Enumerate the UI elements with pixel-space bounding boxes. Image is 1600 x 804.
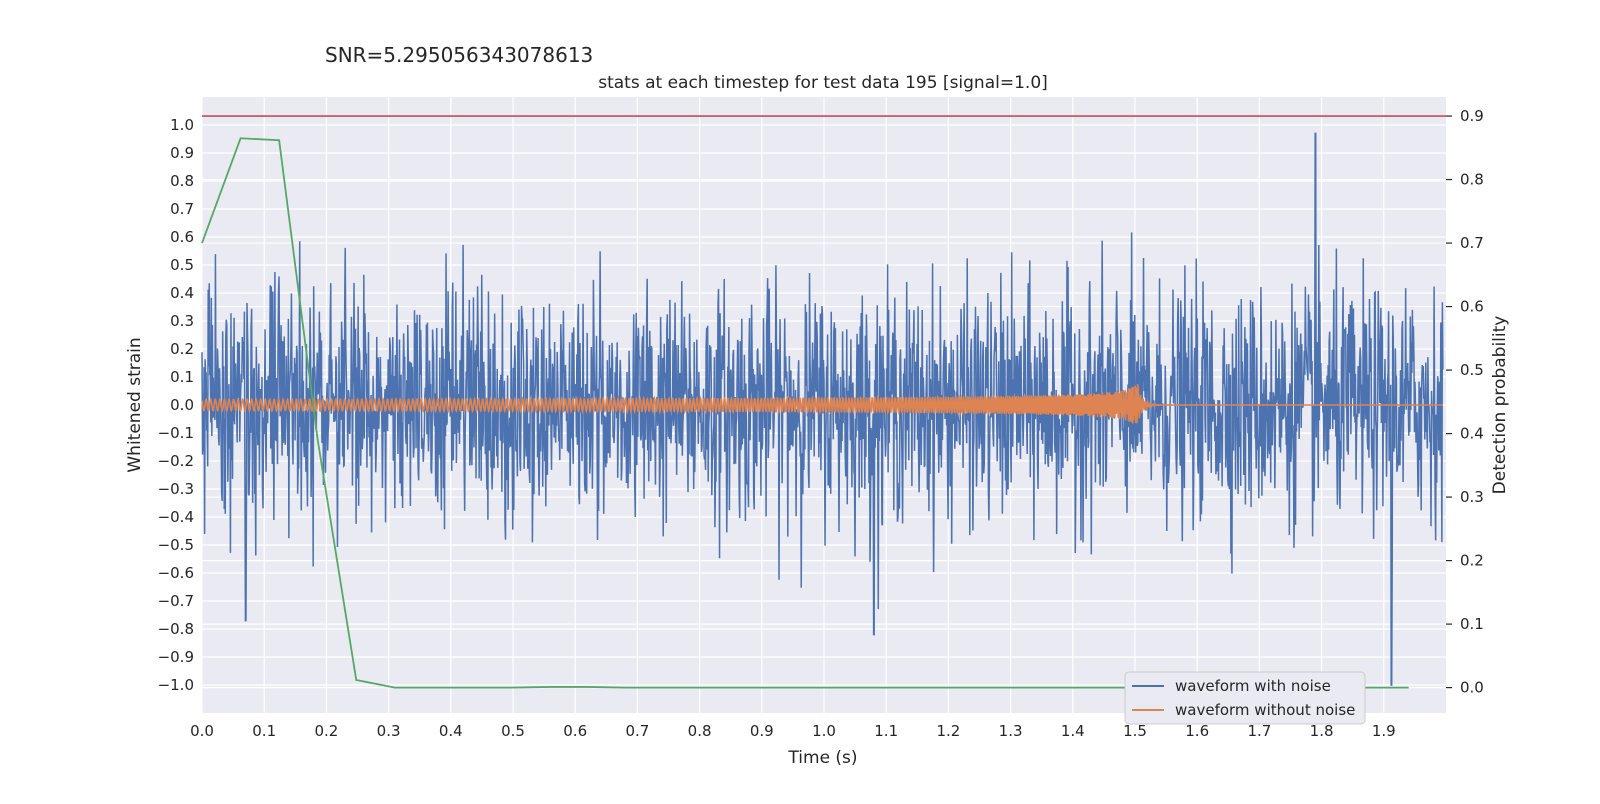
y-tick-label: 0.7 [170,200,194,218]
y-axis-ticks: 1.0 0.9 0.8 0.7 0.6 0.5 0.4 0.3 0.2 0.1 0.0 −0.1 −0.… [158,116,194,694]
y-tick-label: 0.4 [170,284,194,302]
x-axis-label: Time (s) [787,748,857,768]
y2-tick-label: 0.3 [1460,488,1484,506]
x-tick-label: 0.6 [563,722,587,740]
x-tick-label: 0.4 [439,722,463,740]
y2-tick-label: 0.7 [1460,234,1484,252]
x-tick-label: 0.3 [377,722,401,740]
x-tick-label: 1.7 [1247,722,1271,740]
y-tick-label: −0.9 [158,648,194,666]
y-tick-label: −0.4 [158,508,194,526]
y-tick-label: −0.3 [158,480,194,498]
legend-label-clean: waveform without noise [1175,701,1355,719]
y2-tick-label: 0.6 [1460,298,1484,316]
snr-title: SNR=5.295056343078613 [325,43,593,67]
x-tick-label: 0.2 [314,722,338,740]
x-tick-label: 0.7 [625,722,649,740]
x-tick-label: 1.0 [812,722,836,740]
y-tick-label: 0.5 [170,256,194,274]
y2-tick-label: 0.9 [1460,107,1484,125]
y2-axis-ticks: 0.9 0.8 0.7 0.6 0.5 0.4 0.3 0.2 0.1 0.0 [1446,107,1484,697]
y-tick-label: −0.6 [158,564,194,582]
y-tick-label: −1.0 [158,676,194,694]
y-tick-label: −0.7 [158,592,194,610]
x-tick-label: 0.5 [501,722,525,740]
y2-tick-label: 0.0 [1460,679,1484,697]
y2-tick-label: 0.2 [1460,552,1484,570]
y-tick-label: 1.0 [170,116,194,134]
y2-tick-label: 0.1 [1460,615,1484,633]
x-tick-label: 1.3 [999,722,1023,740]
x-tick-label: 0.9 [750,722,774,740]
y-tick-label: −0.5 [158,536,194,554]
x-tick-label: 1.4 [1061,722,1085,740]
y-tick-label: 0.3 [170,312,194,330]
clean-waveform-line [201,384,1443,424]
y-tick-label: 0.1 [170,368,194,386]
legend-label-noise: waveform with noise [1175,677,1331,695]
y-tick-label: −0.1 [158,424,194,442]
y-tick-label: 0.8 [170,172,194,190]
y2-tick-label: 0.5 [1460,361,1484,379]
legend-box [1124,671,1366,725]
x-tick-label: 0.1 [252,722,276,740]
series-waveform-with-noise [201,132,1444,686]
x-tick-label: 1.8 [1310,722,1334,740]
legend: waveform with noise waveform without noi… [1124,671,1366,725]
y-tick-label: −0.2 [158,452,194,470]
x-tick-label: 1.9 [1372,722,1396,740]
y2-tick-label: 0.8 [1460,171,1484,189]
chart-title: stats at each timestep for test data 195… [598,73,1048,93]
y2-axis-label: Detection probability [1490,316,1510,495]
y-tick-label: 0.6 [170,228,194,246]
y-axis-label: Whitened strain [125,337,145,472]
y-tick-label: −0.8 [158,620,194,638]
series-waveform-without-noise [201,384,1443,424]
y-tick-label: 0.2 [170,340,194,358]
y-tick-label: 0.9 [170,144,194,162]
x-tick-label: 0.8 [688,722,712,740]
x-axis-ticks: 0.0 0.1 0.2 0.3 0.4 0.5 0.6 0.7 0.8 0.9 1.0 1.1 1.2 1… [190,722,1396,740]
y2-tick-label: 0.4 [1460,425,1484,443]
x-tick-label: 0.0 [190,722,214,740]
x-tick-label: 1.6 [1185,722,1209,740]
noise-waveform-line [201,132,1444,686]
x-tick-label: 1.5 [1123,722,1147,740]
y-tick-label: 0.0 [170,396,194,414]
x-tick-label: 1.2 [936,722,960,740]
x-tick-label: 1.1 [874,722,898,740]
